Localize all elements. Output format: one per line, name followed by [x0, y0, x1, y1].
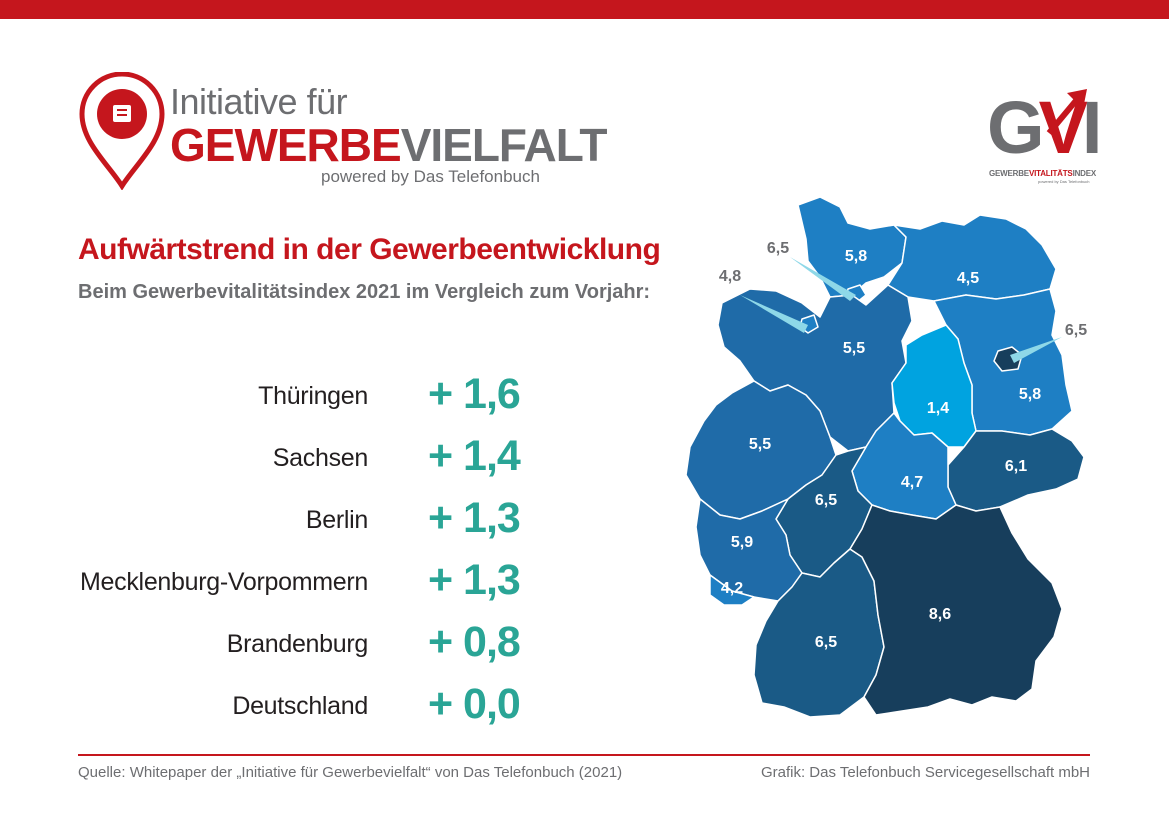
- germany-map: 5,8 6,5 4,8 4,5 5,5 6,5 5,8 1,4 5,5 6,1 …: [685, 196, 1087, 718]
- footer-divider: [78, 754, 1090, 756]
- brand-line-2: GEWERBEVIELFALT: [170, 122, 607, 168]
- ranking-value: + 0,0: [428, 680, 521, 728]
- map-value-label: 5,5: [749, 436, 771, 453]
- ranking-row: Berlin + 1,3: [78, 490, 538, 552]
- brand-line-1: Initiative für: [170, 81, 348, 122]
- region-mecklenburg-vorpommern: [887, 214, 1057, 302]
- gvi-subtitle: GEWERBEVITALITÄTSINDEX: [989, 169, 1097, 178]
- gvi-logo: GVI GEWERBEVITALITÄTSINDEX powered by Da…: [983, 86, 1102, 187]
- map-value-label: 6,1: [1005, 458, 1027, 475]
- ranking-row: Mecklenburg-Vorpommern + 1,3: [78, 552, 538, 614]
- region-schleswig-holstein: [797, 196, 907, 298]
- growth-arrow-icon: [1046, 89, 1087, 135]
- brand-powered-by: powered by Das Telefonbuch: [321, 167, 540, 186]
- ranking-label: Deutschland: [232, 692, 368, 720]
- ranking-row: Thüringen + 1,6: [78, 366, 538, 428]
- ranking-value: + 1,6: [428, 370, 521, 418]
- ranking-table: Thüringen + 1,6 Sachsen + 1,4 Berlin + 1…: [78, 366, 538, 738]
- map-value-label: 8,6: [929, 606, 951, 623]
- gvi-small-caption: powered by Das Telefonbuch: [1038, 179, 1090, 184]
- map-value-label: 6,5: [815, 634, 837, 651]
- map-value-label: 6,5: [815, 492, 837, 509]
- map-pin-icon: [79, 72, 165, 190]
- ranking-value: + 1,3: [428, 556, 521, 604]
- map-value-label: 4,5: [957, 270, 979, 287]
- brand-word-vielfalt: VIELFALT: [400, 119, 608, 171]
- map-value-label: 4,8: [719, 268, 741, 285]
- map-value-label: 4,2: [721, 580, 743, 597]
- headline-title: Aufwärtstrend in der Gewerbeentwicklung: [78, 233, 661, 266]
- ranking-value: + 0,8: [428, 618, 521, 666]
- headline-subtitle: Beim Gewerbevitalitätsindex 2021 im Verg…: [78, 281, 651, 303]
- map-value-label: 1,4: [927, 400, 949, 417]
- region-bayern: [849, 504, 1063, 716]
- ranking-label: Brandenburg: [226, 630, 369, 658]
- map-value-label: 5,8: [845, 248, 867, 265]
- map-value-label: 6,5: [767, 240, 789, 257]
- ranking-row: Brandenburg + 0,8: [78, 614, 538, 676]
- map-value-label: 6,5: [1065, 322, 1087, 339]
- ranking-row: Sachsen + 1,4: [78, 428, 538, 490]
- ranking-row: Deutschland + 0,0: [78, 676, 538, 738]
- callout-berlin: [1010, 337, 1062, 363]
- ranking-label: Thüringen: [258, 382, 368, 410]
- footer-credit: Grafik: Das Telefonbuch Servicegesellsch…: [760, 764, 1090, 781]
- callout-hamburg: [790, 257, 856, 301]
- ranking-label: Berlin: [305, 506, 368, 534]
- brand-word-gewerbe: GEWERBE: [170, 119, 402, 171]
- map-value-label: 4,7: [901, 474, 923, 491]
- top-accent-bar: [0, 0, 1169, 19]
- footer-source: Quelle: Whitepaper der „Initiative für G…: [78, 764, 623, 781]
- region-berlin: [993, 346, 1023, 372]
- callout-bremen: [740, 295, 808, 333]
- map-value-label: 5,8: [1019, 386, 1041, 403]
- map-value-label: 5,9: [731, 534, 753, 551]
- region-saarland: [709, 574, 755, 606]
- ranking-label: Mecklenburg-Vorpommern: [80, 568, 368, 596]
- ranking-label: Sachsen: [272, 444, 369, 472]
- map-value-label: 5,5: [843, 340, 865, 357]
- ranking-value: + 1,4: [428, 432, 521, 480]
- gvi-letter-g: G: [987, 86, 1045, 169]
- initiative-logo: Initiative für GEWERBEVIELFALT powered b…: [78, 72, 607, 192]
- ranking-value: + 1,3: [428, 494, 521, 542]
